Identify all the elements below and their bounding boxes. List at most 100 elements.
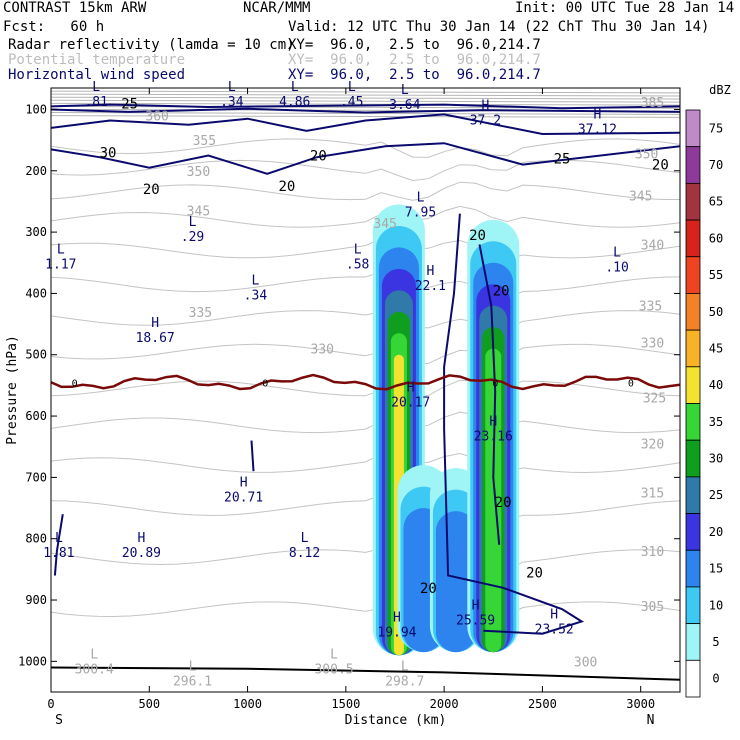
extremum-value: .45: [340, 95, 363, 110]
freezing-level-label: 0: [492, 378, 498, 389]
y-tick-label: 200: [25, 164, 47, 178]
theta-label: 325: [643, 392, 666, 407]
extremum-value: 20.89: [122, 546, 161, 561]
extremum-value: 1.81: [43, 546, 74, 561]
extremum-value: 37.12: [578, 123, 617, 138]
colorbar-swatch-50: [685, 293, 701, 331]
extremum-value: 1.17: [45, 258, 76, 273]
theta-label: 305: [641, 600, 664, 615]
field-3-xy: XY= 96.0, 2.5 to 96.0,214.7: [288, 67, 541, 83]
extremum-value: 8.12: [289, 546, 320, 561]
extremum-marker: H: [240, 476, 248, 491]
extremum-value: 19.94: [377, 626, 416, 641]
extremum-value: .34: [220, 95, 244, 110]
x-tick-label: 2500: [528, 697, 557, 711]
freezing-level-label: 0: [72, 378, 78, 389]
colorbar: 0 5 10 15 20 25 30 35 40 45 50 55 60 65 70 75 dBZ: [685, 83, 731, 698]
init-time: Init: 00 UTC Tue 28 Jan 14: [515, 0, 735, 16]
extremum-value: 296.1: [173, 675, 212, 690]
extremum-value: .34: [244, 288, 268, 303]
wind-contour: [51, 103, 680, 110]
plot-frame: 0 500 1000 1500 2000 2500 30001002003004005006…: [5, 87, 681, 728]
theta-isentrope-upper: [51, 99, 680, 103]
org-label: NCAR/MMM: [243, 0, 311, 16]
y-tick-label: 500: [25, 348, 47, 362]
freezing-level-label: 0: [628, 378, 634, 389]
wind-contour: [478, 244, 501, 545]
extremum-marker: L: [417, 191, 425, 206]
extremum-marker: L: [57, 243, 65, 258]
wind-label: 20: [469, 228, 486, 244]
wind-label: 30: [100, 145, 117, 161]
terrain-line: [51, 666, 680, 681]
theta-isentrope-upper: [51, 90, 680, 94]
extremum-marker: H: [426, 264, 434, 279]
wind-contour: [51, 113, 680, 136]
wind-label: 20: [652, 158, 669, 174]
colorbar-label: 60: [709, 231, 723, 245]
wind-contour: [51, 142, 680, 175]
theta-label: 320: [641, 438, 664, 453]
theta-isentrope: [51, 271, 680, 299]
colorbar-swatch-75: [685, 109, 701, 148]
colorbar-swatch-65: [685, 182, 701, 221]
theta-label: 340: [641, 238, 664, 253]
theta-isentrope: [51, 138, 680, 158]
extremum-marker: L: [301, 531, 309, 546]
colorbar-label: 75: [709, 121, 723, 135]
wind-label: 20: [493, 283, 510, 299]
extremum-marker: H: [594, 108, 602, 123]
wind-label: 20: [495, 495, 512, 511]
theta-isentrope: [51, 601, 680, 623]
y-tick-label: 300: [25, 225, 47, 239]
theta-label: 385: [641, 96, 664, 111]
colorbar-label: 5: [712, 635, 719, 649]
colorbar-label: 0: [712, 672, 719, 686]
theta-isentrope: [51, 181, 680, 201]
x-tick-label: 1500: [331, 697, 360, 711]
colorbar-swatch-20: [685, 513, 701, 551]
field-1-xy: XY= 96.0, 2.5 to 96.0,214.7: [288, 37, 541, 53]
contour-labels: 0 0 0 0 385 360 355 350 350 345 345 345 340 335 335 330…: [43, 80, 669, 689]
extremum-marker: L: [401, 660, 409, 675]
colorbar-label: 35: [709, 415, 723, 429]
colorbar-label: 20: [709, 525, 723, 539]
extremum-value: 23.16: [474, 429, 513, 444]
extremum-marker: L: [613, 246, 621, 261]
extremum-value: 18.67: [136, 331, 175, 346]
reflectivity-shading: [372, 204, 520, 656]
wind-label: 20: [526, 565, 543, 581]
colorbar-label: 55: [709, 268, 723, 282]
reflectivity-core-4-level-35: [485, 348, 502, 653]
x-tick-label: 2000: [430, 697, 459, 711]
field-2-xy: XY= 96.0, 2.5 to 96.0,214.7: [288, 52, 541, 68]
theta-isentrope: [51, 452, 680, 474]
x-tick-label: 0: [47, 697, 54, 711]
wind-contour: [250, 440, 255, 472]
wind-label: 25: [121, 96, 138, 112]
y-tick-label: 400: [25, 286, 47, 300]
x-axis-north-label: N: [647, 713, 655, 728]
colorbar-swatch-0: [685, 659, 701, 698]
colorbar-label: 25: [709, 488, 723, 502]
theta-isentrope: [51, 310, 680, 330]
freezing-level-label: 0: [262, 378, 268, 389]
theta-label: 350: [187, 165, 210, 180]
colorbar-swatch-35: [685, 403, 701, 441]
colorbar-label: 70: [709, 158, 723, 172]
theta-label: 315: [641, 487, 664, 502]
colorbar-swatch-55: [685, 256, 701, 294]
y-tick-label: 800: [25, 532, 47, 546]
extremum-value: .58: [346, 258, 369, 273]
extremum-marker: H: [550, 607, 558, 622]
wind-contour: [53, 514, 64, 576]
theta-contours: [51, 90, 680, 623]
wind-label: 20: [143, 182, 160, 198]
theta-isentrope: [51, 238, 680, 260]
colorbar-label: 30: [709, 452, 723, 466]
colorbar-label: 10: [709, 598, 723, 612]
x-tick-label: 1000: [233, 697, 262, 711]
theta-label: 345: [629, 189, 652, 204]
freezing-level-line: [51, 373, 680, 391]
x-axis-south-label: S: [55, 713, 63, 728]
